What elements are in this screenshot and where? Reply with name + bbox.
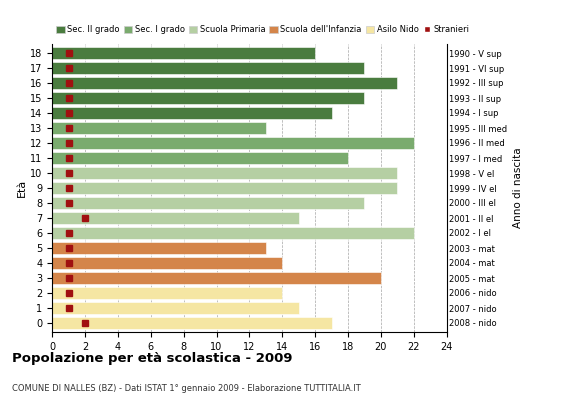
- Bar: [52, 197, 364, 209]
- Bar: [52, 62, 364, 74]
- Bar: [52, 317, 332, 329]
- Bar: [52, 92, 364, 104]
- Bar: [52, 152, 348, 164]
- Legend: Sec. II grado, Sec. I grado, Scuola Primaria, Scuola dell'Infanzia, Asilo Nido, : Sec. II grado, Sec. I grado, Scuola Prim…: [56, 25, 470, 34]
- Y-axis label: Età: Età: [17, 179, 27, 197]
- Bar: [52, 242, 266, 254]
- Bar: [52, 167, 397, 179]
- Bar: [52, 257, 282, 269]
- Bar: [52, 212, 299, 224]
- Text: COMUNE DI NALLES (BZ) - Dati ISTAT 1° gennaio 2009 - Elaborazione TUTTITALIA.IT: COMUNE DI NALLES (BZ) - Dati ISTAT 1° ge…: [12, 384, 360, 393]
- Bar: [52, 122, 266, 134]
- Text: Popolazione per età scolastica - 2009: Popolazione per età scolastica - 2009: [12, 352, 292, 365]
- Bar: [52, 137, 414, 149]
- Bar: [52, 287, 282, 299]
- Bar: [52, 182, 397, 194]
- Bar: [52, 47, 315, 59]
- Bar: [52, 227, 414, 239]
- Bar: [52, 77, 397, 89]
- Bar: [52, 107, 332, 119]
- Y-axis label: Anno di nascita: Anno di nascita: [513, 148, 523, 228]
- Bar: [52, 302, 299, 314]
- Bar: [52, 272, 381, 284]
